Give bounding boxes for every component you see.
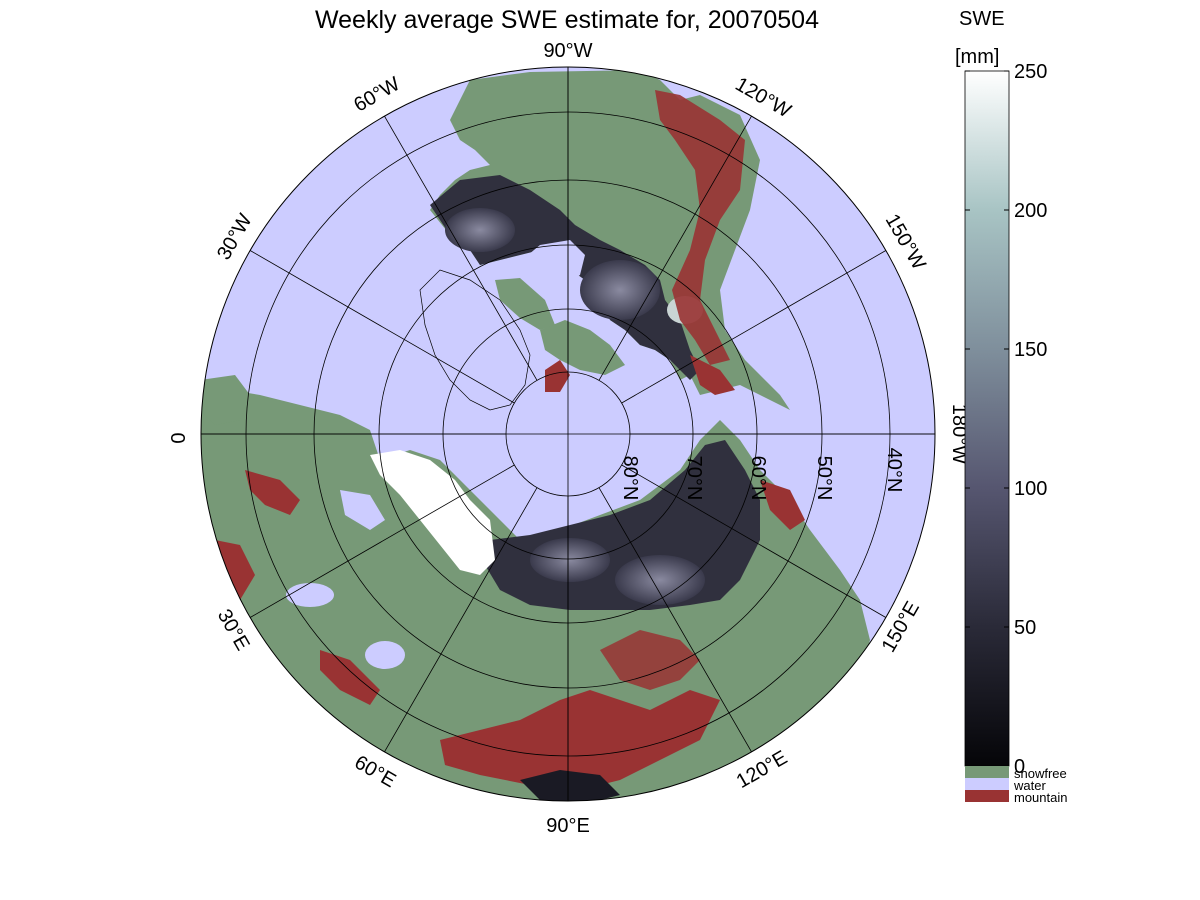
rocky-mountains (655, 90, 745, 365)
arctic-archipelago (540, 320, 625, 375)
caucasus (320, 650, 380, 705)
lat-label-80n: 80°N (619, 456, 641, 501)
legend-swatch-snowfree (965, 766, 1009, 778)
alaska-range (690, 355, 735, 395)
caspian-sea (365, 641, 405, 669)
legend-label-snowfree: snowfree (1014, 766, 1067, 781)
colorbar-tick-label: 250 (1014, 61, 1047, 83)
colorbar-tick-label: 150 (1014, 339, 1047, 361)
meridian-lines (201, 67, 935, 801)
polar-map (201, 67, 935, 801)
colorbar-tick-label: 100 (1014, 478, 1047, 500)
tibet-snow (520, 770, 620, 801)
colorbar-tick-label: 0 (1014, 756, 1025, 778)
legend-swatch-water (965, 778, 1009, 790)
snow-patch-labrador (445, 208, 515, 252)
lon-label-180w: 180°W (948, 404, 970, 464)
colorbar-gradient (964, 70, 1010, 767)
meridian-line (598, 487, 752, 753)
black-sea (286, 583, 334, 607)
meridian-line (249, 250, 515, 404)
snow-patch-taymyr (530, 538, 610, 582)
map-title: Weekly average SWE estimate for, 2007050… (315, 6, 819, 34)
kamchatka-mountains (760, 480, 805, 530)
lon-label-90e: 90°E (546, 815, 590, 837)
north-africa (201, 375, 250, 425)
central-asia-mountains (440, 690, 720, 790)
meridian-line (598, 115, 752, 381)
lat-label-70n: 70°N (683, 456, 705, 501)
lat-label-40n: 40°N (883, 448, 905, 493)
lat-label-60n: 60°N (747, 456, 769, 501)
meridian-line (621, 250, 887, 404)
snow-patch-yakutia (615, 555, 705, 605)
meridian-line (621, 464, 887, 618)
colorbar-unit: [mm] (955, 46, 999, 68)
lon-label-90w: 90°W (543, 40, 592, 62)
snow-patch-hudson (580, 260, 660, 320)
colorbar-title: SWE (959, 8, 1005, 30)
lon-label-0: 0 (168, 432, 190, 443)
ellesmere-mountain (545, 360, 570, 392)
meridian-line (384, 115, 538, 381)
colorbar-tick-label: 200 (1014, 200, 1047, 222)
baffin-island (495, 278, 555, 330)
colorbar-ticks: 0 50 100 150 200 250 (965, 61, 1047, 778)
legend-swatch-mountain (965, 790, 1009, 802)
map-border (200, 66, 936, 802)
colorbar-tick-label: 50 (1014, 617, 1036, 639)
greenland (419, 269, 531, 411)
meridian-line (384, 487, 538, 753)
siberian-mountains (600, 630, 700, 690)
baltic-sea (340, 490, 385, 530)
legend-label-water: water (1013, 778, 1046, 793)
meridian-line (249, 464, 515, 618)
lat-label-50n: 50°N (813, 456, 835, 501)
alps (245, 470, 300, 515)
legend-label-mountain: mountain (1014, 790, 1067, 805)
lon-label-60e: 60°E (351, 751, 400, 792)
